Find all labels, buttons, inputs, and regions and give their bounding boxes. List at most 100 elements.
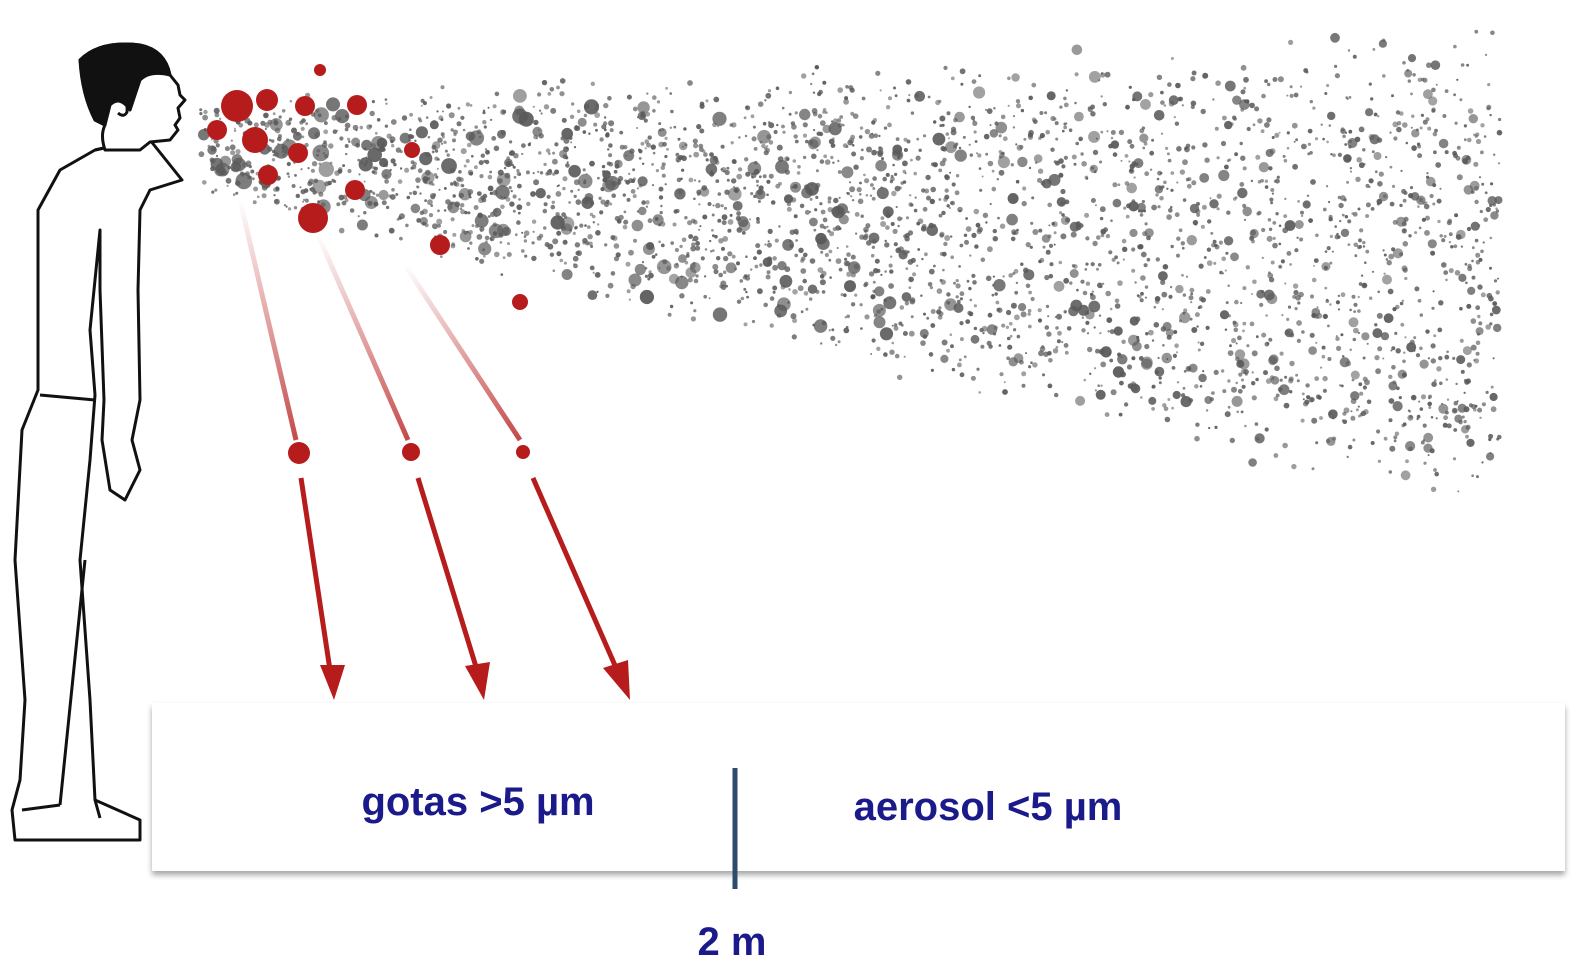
particle xyxy=(488,175,493,180)
particle xyxy=(1250,322,1255,327)
particle xyxy=(587,225,591,229)
particle xyxy=(1308,143,1311,146)
particle xyxy=(1100,72,1105,77)
particle xyxy=(605,133,610,138)
particle xyxy=(675,276,688,289)
particle xyxy=(1493,154,1495,156)
particle xyxy=(357,159,360,162)
particle xyxy=(225,146,230,151)
particle xyxy=(1127,364,1132,369)
particle xyxy=(820,342,822,344)
particle xyxy=(767,262,771,266)
particle xyxy=(429,213,433,217)
particle xyxy=(1045,325,1050,330)
particle xyxy=(1032,362,1037,367)
particle xyxy=(1328,201,1330,203)
particle xyxy=(1119,130,1124,135)
particle xyxy=(763,303,768,308)
particle xyxy=(263,113,269,119)
particle xyxy=(897,216,902,221)
particle xyxy=(1377,203,1380,206)
particle xyxy=(745,276,750,281)
particle xyxy=(1240,142,1243,145)
particle xyxy=(551,205,556,210)
particle xyxy=(561,223,572,234)
particle xyxy=(1130,316,1139,325)
particle xyxy=(1083,291,1088,296)
particle xyxy=(803,122,808,127)
particle xyxy=(1031,83,1036,88)
particle xyxy=(1080,152,1083,155)
particle xyxy=(1003,136,1008,141)
particle xyxy=(1438,300,1443,305)
particle xyxy=(638,207,646,215)
particle xyxy=(543,163,546,166)
particle xyxy=(1162,353,1173,364)
particle xyxy=(594,108,597,111)
particle xyxy=(1028,325,1032,329)
particle xyxy=(1336,346,1341,351)
particle xyxy=(903,234,907,238)
particle xyxy=(1277,176,1280,179)
particle xyxy=(673,126,676,129)
particle xyxy=(1351,371,1360,380)
particle xyxy=(505,173,511,179)
particle xyxy=(1234,328,1239,333)
particle xyxy=(891,222,895,226)
particle xyxy=(1462,416,1465,419)
particle xyxy=(1176,181,1178,183)
particle xyxy=(803,253,808,258)
particle xyxy=(849,181,851,183)
particle xyxy=(885,210,889,214)
particle xyxy=(216,143,220,147)
particle xyxy=(908,94,910,96)
particle xyxy=(1497,435,1502,440)
particle xyxy=(914,91,925,102)
particle xyxy=(399,213,405,219)
particle xyxy=(1284,283,1286,285)
particle xyxy=(808,139,818,149)
particle xyxy=(1405,459,1409,463)
particle xyxy=(1095,204,1097,206)
particle xyxy=(658,241,661,244)
particle xyxy=(999,170,1005,176)
particle xyxy=(468,230,473,235)
particle xyxy=(633,194,637,198)
particle xyxy=(1454,213,1458,217)
particle xyxy=(1192,71,1197,76)
particle xyxy=(860,126,863,129)
particle xyxy=(1392,380,1396,384)
particle xyxy=(682,238,687,243)
particle xyxy=(691,316,696,321)
particle xyxy=(1194,436,1200,442)
particle xyxy=(693,236,699,242)
particle xyxy=(971,116,975,120)
particle xyxy=(469,196,471,198)
particle xyxy=(913,172,917,176)
particle xyxy=(482,111,485,114)
particle xyxy=(1029,167,1031,169)
particle xyxy=(604,116,606,118)
particle xyxy=(385,125,388,128)
particle xyxy=(410,167,413,170)
particle xyxy=(593,221,595,223)
particle xyxy=(906,79,912,85)
particle xyxy=(673,223,677,227)
particle xyxy=(1007,77,1011,81)
particle xyxy=(333,129,338,134)
particle xyxy=(889,264,893,268)
particle xyxy=(475,125,478,128)
particle xyxy=(1055,138,1058,141)
particle xyxy=(485,148,487,150)
particle xyxy=(699,225,701,227)
particle xyxy=(1190,292,1193,295)
particle xyxy=(1494,279,1497,282)
particle xyxy=(1490,31,1495,36)
particle xyxy=(702,185,708,191)
particle xyxy=(883,352,888,357)
particle xyxy=(1178,97,1183,102)
particle xyxy=(1453,93,1456,96)
particle xyxy=(1453,428,1457,432)
particle xyxy=(761,144,766,149)
particle xyxy=(1402,373,1407,378)
